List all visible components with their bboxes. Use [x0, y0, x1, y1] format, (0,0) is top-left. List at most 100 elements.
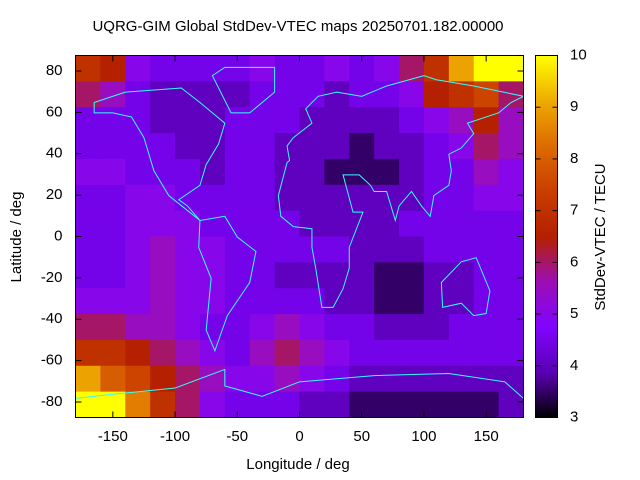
heatmap-cell — [224, 236, 251, 263]
x-tick-label: 50 — [353, 428, 370, 445]
heatmap-cell — [274, 288, 300, 315]
x-tick-label: -100 — [160, 428, 190, 445]
heatmap-cell — [498, 314, 524, 341]
heatmap-cell — [399, 107, 425, 134]
heatmap-cell — [249, 133, 276, 160]
heatmap-cell — [349, 158, 375, 186]
heatmap-cell — [100, 314, 126, 341]
heatmap-cell — [199, 133, 226, 160]
heatmap-cell — [473, 184, 500, 212]
x-axis-label: Longitude / deg — [246, 456, 349, 473]
heatmap-cell — [498, 158, 524, 186]
heatmap-cell — [75, 55, 101, 82]
heatmap-cell — [399, 236, 425, 263]
heatmap-cell — [448, 236, 475, 263]
heatmap-cell — [199, 210, 226, 237]
heatmap-cell — [324, 81, 350, 108]
heatmap-cell — [448, 391, 475, 418]
x-tick-label: 150 — [474, 428, 499, 445]
heatmap-cell — [150, 55, 176, 82]
heatmap-cell — [473, 107, 500, 134]
heatmap-cell — [249, 391, 276, 418]
heatmap-cell — [175, 158, 201, 186]
heatmap-cell — [299, 391, 325, 418]
heatmap-cell — [224, 107, 251, 134]
heatmap-cell — [175, 288, 201, 315]
heatmap-cell — [249, 55, 276, 82]
heatmap-cell — [175, 107, 201, 134]
heatmap-cell — [349, 236, 375, 263]
heatmap-cell — [423, 55, 450, 82]
heatmap-cell — [349, 288, 375, 315]
heatmap-cell — [448, 55, 475, 82]
heatmap-cell — [498, 81, 524, 108]
heatmap-cell — [199, 391, 226, 418]
heatmap-cell — [249, 158, 276, 186]
heatmap-cell — [374, 107, 400, 134]
heatmap-cell — [125, 391, 151, 418]
colorbar-fill — [535, 55, 558, 418]
coastlines — [76, 67, 524, 398]
heatmap-cell — [125, 107, 151, 134]
colorbar-tick-label: 7 — [570, 202, 578, 219]
heatmap-cell — [349, 133, 375, 160]
heatmap-cell — [324, 391, 350, 418]
heatmap — [75, 55, 524, 418]
heatmap-cell — [75, 133, 101, 160]
heatmap-cell — [324, 314, 350, 341]
heatmap-cell — [473, 339, 500, 367]
heatmap-cell — [423, 133, 450, 160]
heatmap-cell — [324, 107, 350, 134]
heatmap-cell — [374, 339, 400, 367]
colorbar-tick-label: 5 — [570, 305, 578, 322]
heatmap-cell — [75, 81, 101, 108]
heatmap-cell — [199, 339, 226, 367]
y-tick-label: 20 — [46, 186, 63, 203]
heatmap-cell — [175, 339, 201, 367]
heatmap-cell — [100, 236, 126, 263]
heatmap-cell — [274, 314, 300, 341]
heatmap-cell — [349, 314, 375, 341]
y-tick-label: 40 — [46, 145, 63, 162]
heatmap-cell — [374, 288, 400, 315]
heatmap-cell — [75, 365, 101, 393]
heatmap-cell — [399, 339, 425, 367]
heatmap-cell — [299, 339, 325, 367]
heatmap-cell — [75, 184, 101, 212]
heatmap-cell — [249, 314, 276, 341]
heatmap-cell — [423, 210, 450, 237]
heatmap-cell — [150, 81, 176, 108]
heatmap-cell — [125, 314, 151, 341]
heatmap-cell — [199, 314, 226, 341]
heatmap-cell — [199, 184, 226, 212]
heatmap-cell — [125, 365, 151, 393]
heatmap-cell — [75, 158, 101, 186]
heatmap-cell — [473, 262, 500, 289]
heatmap-cell — [100, 210, 126, 237]
heatmap-cell — [399, 314, 425, 341]
heatmap-cell — [175, 262, 201, 289]
heatmap-cell — [274, 236, 300, 263]
heatmap-cell — [249, 288, 276, 315]
heatmap-cell — [100, 339, 126, 367]
heatmap-cell — [175, 210, 201, 237]
y-tick-label: 60 — [46, 103, 63, 120]
heatmap-cell — [75, 236, 101, 263]
heatmap-cell — [374, 365, 400, 393]
heatmap-cell — [374, 55, 400, 82]
heatmap-cell — [150, 391, 176, 418]
heatmap-cell — [175, 133, 201, 160]
heatmap-cell — [199, 236, 226, 263]
heatmap-cell — [199, 262, 226, 289]
heatmap-cell — [249, 339, 276, 367]
heatmap-cell — [498, 288, 524, 315]
heatmap-cell — [374, 314, 400, 341]
heatmap-cell — [423, 365, 450, 393]
heatmap-cell — [199, 365, 226, 393]
colorbar-tick-label: 10 — [570, 46, 587, 63]
heatmap-cell — [498, 262, 524, 289]
heatmap-cell — [448, 158, 475, 186]
heatmap-cell — [125, 262, 151, 289]
heatmap-cell — [423, 81, 450, 108]
